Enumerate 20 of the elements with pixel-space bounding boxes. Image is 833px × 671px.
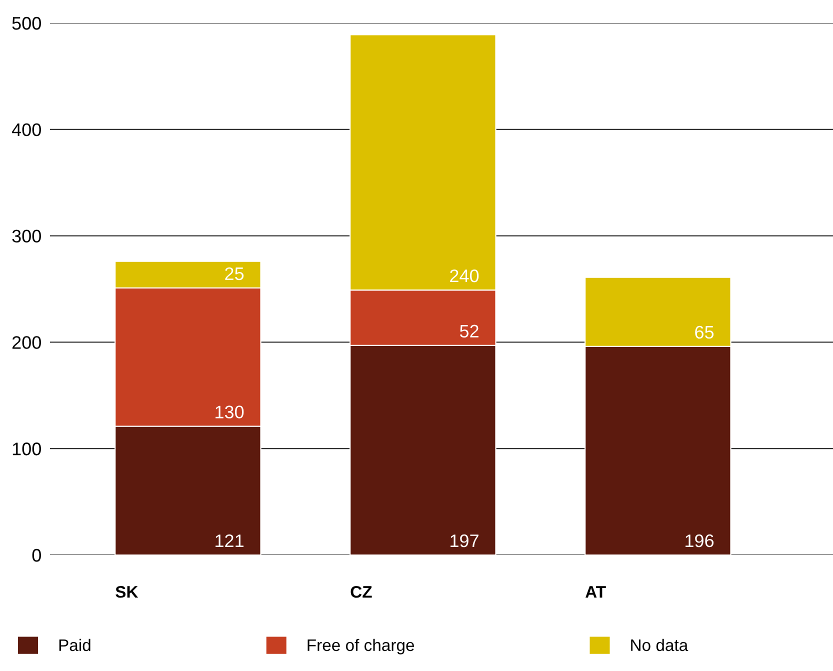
x-tick-label: AT xyxy=(585,586,606,598)
data-label: 25 xyxy=(225,267,244,280)
y-tick-label: 300 xyxy=(12,230,41,243)
legend-label: Paid xyxy=(59,638,90,652)
x-tick-label: CZ xyxy=(350,586,372,598)
data-label: 130 xyxy=(216,406,244,418)
y-tick-label: 400 xyxy=(12,123,41,136)
y-tick-label: 100 xyxy=(12,442,41,456)
data-label: 65 xyxy=(695,326,714,339)
data-label: 197 xyxy=(450,534,478,548)
y-tick-label: 500 xyxy=(12,16,41,30)
data-label: 196 xyxy=(686,534,714,548)
y-tick-label: 200 xyxy=(12,336,41,349)
data-label: 52 xyxy=(460,324,478,338)
data-label: 240 xyxy=(450,269,479,282)
y-tick-label: 0 xyxy=(32,548,41,562)
legend-label: Free of charge xyxy=(308,638,414,654)
legend-label: No data xyxy=(631,638,688,652)
data-label: 121 xyxy=(216,534,244,547)
x-tick-label: SK xyxy=(116,586,138,598)
